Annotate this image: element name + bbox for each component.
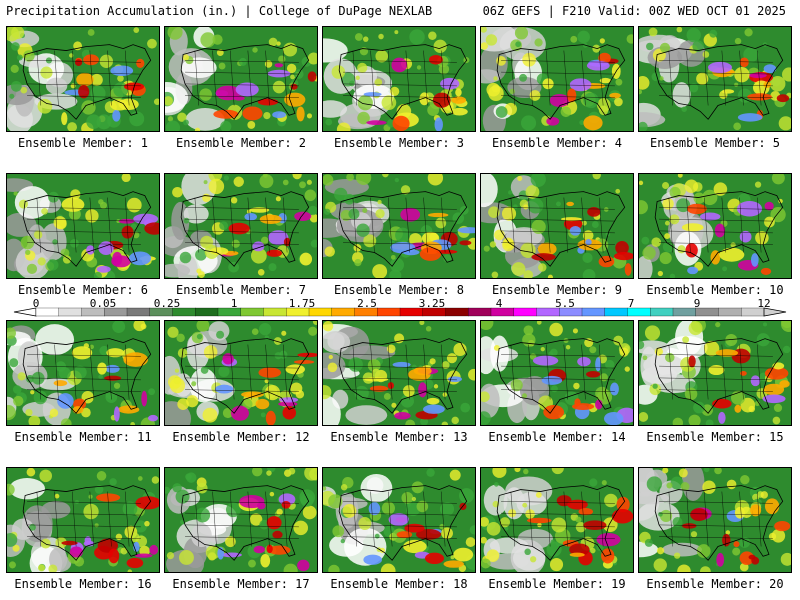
colorbar-tick-label: 0.05	[89, 297, 117, 310]
ensemble-member-map	[638, 320, 792, 426]
ensemble-member-map	[638, 467, 792, 573]
ensemble-member-map	[164, 467, 318, 573]
ensemble-member-label: Ensemble Member: 12	[172, 430, 310, 444]
ensemble-member-label: Ensemble Member: 15	[646, 430, 784, 444]
colorbar-tick-label: 5.5	[555, 297, 575, 310]
ensemble-member-label: Ensemble Member: 13	[330, 430, 468, 444]
colorbar-tick-label: 4	[495, 297, 503, 310]
colorbar-tick-label: 1	[230, 297, 238, 310]
ensemble-member-label: Ensemble Member: 11	[14, 430, 152, 444]
ensemble-member-label: Ensemble Member: 20	[646, 577, 784, 591]
ensemble-member-map	[480, 320, 634, 426]
ensemble-member-map	[480, 173, 634, 279]
ensemble-member-map	[480, 26, 634, 132]
ensemble-member-label: Ensemble Member: 3	[333, 136, 465, 150]
ensemble-member-label: Ensemble Member: 17	[172, 577, 310, 591]
colorbar-tick-label: 7	[627, 297, 635, 310]
ensemble-member-map	[322, 320, 476, 426]
ensemble-member-map	[6, 173, 160, 279]
ensemble-member-map	[6, 26, 160, 132]
colorbar-tick-label: 1.75	[288, 297, 316, 310]
ensemble-member-map	[6, 320, 160, 426]
run-valid-time: 06Z GEFS | F210 Valid: 00Z WED OCT 01 20…	[482, 4, 786, 18]
ensemble-member-map	[480, 467, 634, 573]
colorbar-tick-label: 2.5	[357, 297, 377, 310]
map-title: Precipitation Accumulation (in.) | Colle…	[6, 4, 433, 18]
ensemble-member-map	[322, 26, 476, 132]
ensemble-member-map	[6, 467, 160, 573]
ensemble-member-label: Ensemble Member: 19	[488, 577, 626, 591]
ensemble-member-label: Ensemble Member: 10	[646, 283, 784, 297]
ensemble-member-label: Ensemble Member: 5	[649, 136, 781, 150]
ensemble-member-map	[164, 320, 318, 426]
ensemble-member-label: Ensemble Member: 4	[491, 136, 623, 150]
precip-colorbar	[13, 307, 787, 317]
ensemble-member-map	[322, 173, 476, 279]
ensemble-member-label: Ensemble Member: 7	[175, 283, 307, 297]
ensemble-member-label: Ensemble Member: 8	[333, 283, 465, 297]
ensemble-member-map	[638, 26, 792, 132]
ensemble-member-map	[322, 467, 476, 573]
colorbar-tick-label: 9	[693, 297, 701, 310]
colorbar-tick-label: 0.25	[153, 297, 181, 310]
ensemble-member-label: Ensemble Member: 6	[17, 283, 149, 297]
ensemble-member-map	[164, 173, 318, 279]
ensemble-member-label: Ensemble Member: 2	[175, 136, 307, 150]
colorbar-tick-label: 3.25	[418, 297, 446, 310]
colorbar-tick-label: 12	[757, 297, 771, 310]
colorbar-tick-label: 0	[32, 297, 40, 310]
ensemble-member-label: Ensemble Member: 1	[17, 136, 149, 150]
ensemble-member-label: Ensemble Member: 9	[491, 283, 623, 297]
ensemble-member-label: Ensemble Member: 16	[14, 577, 152, 591]
ensemble-member-label: Ensemble Member: 14	[488, 430, 626, 444]
ensemble-member-map	[164, 26, 318, 132]
ensemble-member-map	[638, 173, 792, 279]
ensemble-member-label: Ensemble Member: 18	[330, 577, 468, 591]
